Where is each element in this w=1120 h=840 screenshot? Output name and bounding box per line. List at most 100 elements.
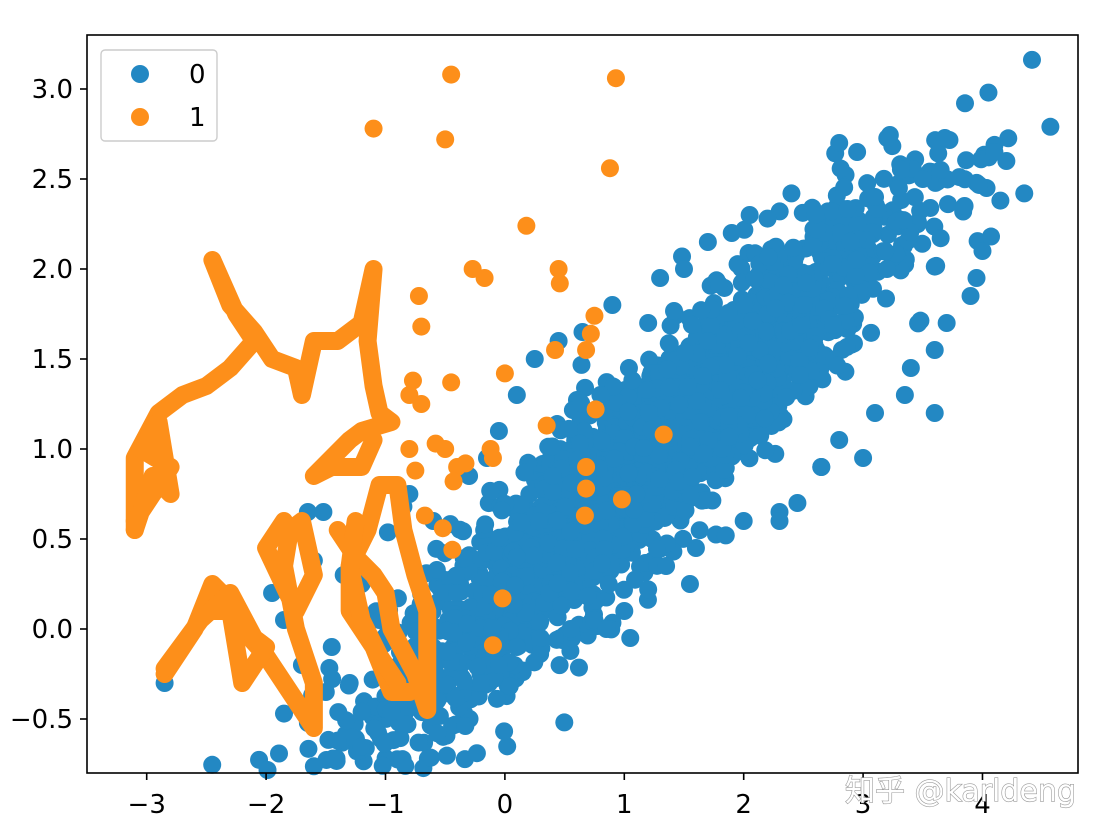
plot-area <box>125 50 1060 780</box>
series-0-point <box>597 620 616 638</box>
series-0-point <box>543 437 562 456</box>
series-0-point <box>788 494 807 512</box>
series-0-point <box>732 259 751 278</box>
series-0-point <box>647 539 666 558</box>
series-1-point <box>546 341 565 359</box>
series-0-point <box>877 260 896 278</box>
series-0-point <box>578 587 597 606</box>
series-0-point <box>759 248 778 267</box>
series-0-point <box>660 378 679 397</box>
y-tick-label: 1.0 <box>32 435 73 465</box>
series-1-stroke <box>125 251 401 539</box>
series-0-point <box>456 717 475 736</box>
series-0-point <box>955 197 974 215</box>
series-1-point <box>493 589 512 608</box>
series-0-point <box>639 580 658 599</box>
series-0-point <box>925 404 944 422</box>
series-0-point <box>876 289 895 308</box>
series-0-point <box>340 674 359 692</box>
y-tick-label: −0.5 <box>10 705 73 735</box>
series-0-point <box>693 367 712 386</box>
series-0-point <box>438 675 457 694</box>
series-0-point <box>858 174 877 193</box>
series-0-point <box>382 702 401 721</box>
series-0-point <box>739 333 758 352</box>
series-1-point <box>483 636 502 655</box>
series-0-point <box>797 273 816 292</box>
legend-marker-series-0 <box>131 65 149 83</box>
series-0-point <box>427 560 446 579</box>
series-0-point <box>682 315 701 334</box>
series-0-point <box>365 719 384 738</box>
series-0-point <box>450 520 469 539</box>
series-0-point <box>822 202 841 221</box>
series-0-point <box>676 343 695 362</box>
series-0-point <box>659 334 678 353</box>
series-0-point <box>790 351 809 370</box>
series-0-point <box>846 266 865 285</box>
series-0-point <box>790 366 809 385</box>
series-0-point <box>800 338 819 357</box>
series-0-point <box>970 175 989 194</box>
series-0-points <box>155 50 1060 780</box>
series-0-point <box>732 388 751 407</box>
series-0-point <box>605 449 624 468</box>
series-0-point <box>524 546 543 565</box>
series-0-point <box>935 128 954 147</box>
series-0-point <box>548 574 567 593</box>
series-1-point <box>606 69 625 88</box>
legend-box <box>100 49 218 142</box>
x-tick-label: −1 <box>366 790 404 820</box>
series-0-point <box>927 256 946 275</box>
series-0-point <box>352 702 371 721</box>
series-0-point <box>651 269 670 287</box>
series-0-point <box>911 201 930 220</box>
series-0-point <box>698 233 717 251</box>
series-0-point <box>448 584 467 602</box>
series-0-point <box>650 469 669 488</box>
series-1-point <box>612 490 631 509</box>
series-0-point <box>562 474 581 493</box>
series-0-point <box>937 314 956 332</box>
series-1-point <box>436 440 455 458</box>
series-0-point <box>895 386 914 404</box>
series-0-point <box>680 575 699 593</box>
series-0-point <box>889 179 908 197</box>
series-0-point <box>322 638 341 656</box>
series-0-point <box>812 458 831 476</box>
series-0-point <box>911 311 930 330</box>
series-1-point <box>444 472 463 491</box>
series-0-point <box>854 449 873 467</box>
series-0-point <box>483 619 502 638</box>
series-1-point <box>600 159 619 178</box>
series-0-point <box>838 199 857 218</box>
series-1-stroke <box>340 512 407 692</box>
series-0-point <box>828 356 847 375</box>
series-0-point <box>507 386 526 404</box>
series-0-point <box>848 216 867 235</box>
series-0-point <box>961 287 980 305</box>
series-0-point <box>830 431 849 449</box>
series-0-point <box>711 380 730 399</box>
series-0-point <box>543 482 562 501</box>
series-1-point <box>537 416 556 435</box>
series-0-point <box>866 404 885 422</box>
series-0-point <box>498 737 517 756</box>
series-0-point <box>530 613 549 632</box>
series-0-point <box>572 355 591 374</box>
y-tick-label: 2.5 <box>32 165 73 195</box>
series-0-point <box>1041 117 1060 136</box>
series-0-point <box>782 184 801 203</box>
series-0-point <box>756 441 775 460</box>
series-0-point <box>511 495 530 514</box>
series-0-point <box>649 446 668 465</box>
series-0-point <box>715 460 734 479</box>
series-0-point <box>808 220 827 239</box>
series-0-point <box>719 303 738 322</box>
series-0-point <box>314 503 333 521</box>
series-0-point <box>674 260 693 278</box>
series-0-point <box>625 500 644 519</box>
series-0-point <box>698 332 717 350</box>
series-1-point <box>433 519 452 538</box>
